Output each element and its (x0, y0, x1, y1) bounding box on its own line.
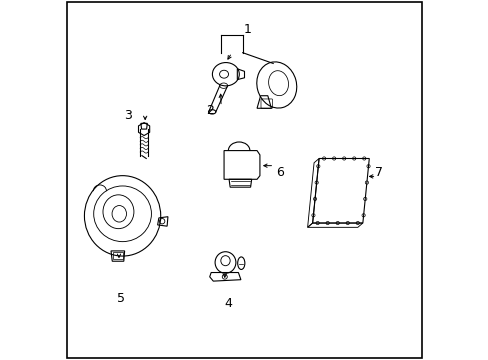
Text: 4: 4 (224, 297, 232, 310)
Text: 3: 3 (124, 109, 132, 122)
Text: 6: 6 (276, 166, 284, 179)
Text: 1: 1 (243, 23, 251, 36)
Text: 5: 5 (117, 292, 124, 305)
Text: 7: 7 (374, 166, 382, 179)
Text: 2: 2 (206, 104, 214, 117)
